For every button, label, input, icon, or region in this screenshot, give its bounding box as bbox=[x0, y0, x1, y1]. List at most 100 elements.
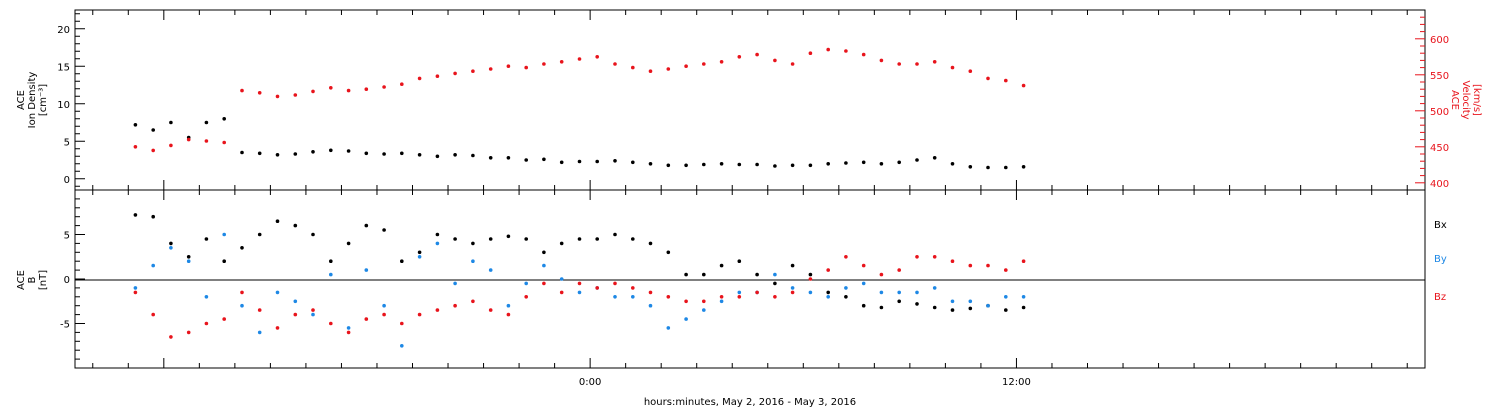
bx-point bbox=[506, 234, 511, 239]
bz-point bbox=[240, 290, 244, 295]
velocity-point bbox=[826, 47, 830, 52]
velocity-point bbox=[932, 60, 937, 64]
velocity-point bbox=[595, 55, 599, 59]
bz-point bbox=[1004, 268, 1008, 272]
bz-point bbox=[471, 299, 475, 304]
bx-point bbox=[702, 272, 706, 277]
velocity-point bbox=[240, 88, 244, 93]
density-point bbox=[826, 162, 830, 166]
velocity-tick-label: 450 bbox=[1430, 143, 1449, 154]
bx-point bbox=[719, 263, 724, 268]
by-point bbox=[790, 286, 795, 290]
bx-point bbox=[879, 305, 884, 310]
bx-point bbox=[577, 237, 582, 241]
bz-point bbox=[932, 254, 937, 259]
bx-point bbox=[524, 237, 528, 241]
by-point bbox=[915, 290, 919, 295]
by-point bbox=[382, 303, 386, 308]
bx-point bbox=[435, 232, 440, 237]
legend-bx: Bx bbox=[1434, 220, 1447, 231]
velocity-tick-label: 600 bbox=[1430, 35, 1449, 46]
bz-point bbox=[169, 335, 173, 339]
density-point bbox=[932, 156, 937, 160]
velocity-point bbox=[417, 76, 422, 81]
bz-point bbox=[311, 308, 315, 312]
bz-point bbox=[204, 321, 209, 326]
velocity-point bbox=[897, 62, 901, 66]
velocity-point bbox=[702, 62, 706, 66]
b-tick-label: -5 bbox=[60, 320, 70, 331]
by-point bbox=[861, 281, 866, 286]
velocity-point bbox=[364, 87, 369, 91]
density-label-line2: Ion Density bbox=[27, 72, 38, 129]
by-point bbox=[932, 286, 937, 290]
by-point bbox=[257, 330, 262, 335]
by-point bbox=[400, 344, 404, 348]
by-point bbox=[950, 299, 955, 304]
by-point bbox=[737, 290, 742, 295]
by-point bbox=[453, 281, 457, 286]
bx-point bbox=[275, 219, 280, 223]
velocity-point bbox=[950, 65, 955, 70]
by-point bbox=[151, 263, 155, 268]
density-point bbox=[702, 162, 706, 167]
density-point bbox=[968, 165, 973, 169]
bz-point bbox=[773, 295, 777, 299]
bz-point bbox=[453, 303, 457, 308]
bz-point bbox=[986, 263, 990, 268]
bz-point bbox=[186, 330, 191, 335]
bz-point bbox=[329, 321, 333, 326]
bz-point bbox=[879, 272, 884, 277]
velocity-point bbox=[879, 58, 884, 63]
b-label-line1: ACE bbox=[16, 270, 27, 290]
velocity-label-line2: Velocity bbox=[1460, 80, 1471, 119]
velocity-point bbox=[453, 71, 457, 76]
density-point bbox=[417, 153, 422, 157]
bz-point bbox=[915, 254, 919, 259]
density-point bbox=[275, 153, 280, 157]
by-point bbox=[986, 303, 990, 308]
bz-point bbox=[613, 281, 617, 286]
bz-point bbox=[151, 312, 155, 317]
density-point bbox=[453, 153, 457, 157]
velocity-point bbox=[648, 69, 653, 73]
bx-point bbox=[631, 237, 635, 241]
density-label-line1: ACE bbox=[16, 90, 27, 110]
plasma-panel-frame bbox=[74, 9, 1426, 191]
bz-point bbox=[648, 290, 653, 295]
velocity-point bbox=[666, 67, 671, 71]
velocity-point bbox=[524, 65, 528, 70]
bz-point bbox=[666, 295, 671, 299]
by-point bbox=[186, 259, 191, 264]
velocity-point bbox=[861, 52, 866, 57]
velocity-point bbox=[506, 64, 511, 68]
density-point bbox=[346, 149, 351, 153]
velocity-point bbox=[151, 148, 155, 153]
density-point bbox=[915, 158, 919, 162]
magnetic-field-points bbox=[133, 213, 1026, 348]
x-tick-label: 12:00 bbox=[1002, 377, 1031, 388]
by-point bbox=[293, 299, 298, 304]
density-tick-label: 5 bbox=[64, 137, 70, 148]
bx-point bbox=[950, 308, 955, 312]
density-point bbox=[755, 162, 759, 167]
density-point bbox=[773, 164, 777, 168]
bz-point bbox=[702, 299, 706, 304]
bz-point bbox=[950, 259, 955, 264]
density-point bbox=[790, 163, 795, 168]
bz-point bbox=[417, 312, 422, 317]
bz-point bbox=[346, 330, 351, 335]
b-axis: -5 0 5 bbox=[60, 198, 85, 360]
density-point bbox=[577, 159, 582, 164]
by-point bbox=[506, 303, 511, 308]
x-axis-label: hours:minutes, May 2, 2016 - May 3, 2016 bbox=[644, 397, 856, 408]
legend-bz: Bz bbox=[1434, 292, 1446, 303]
bx-point bbox=[790, 263, 795, 268]
bx-point bbox=[613, 232, 617, 237]
bz-point bbox=[506, 312, 511, 317]
density-tick-label: 15 bbox=[57, 62, 70, 73]
density-point bbox=[737, 162, 742, 167]
bz-point bbox=[382, 312, 386, 317]
velocity-point bbox=[382, 85, 386, 89]
